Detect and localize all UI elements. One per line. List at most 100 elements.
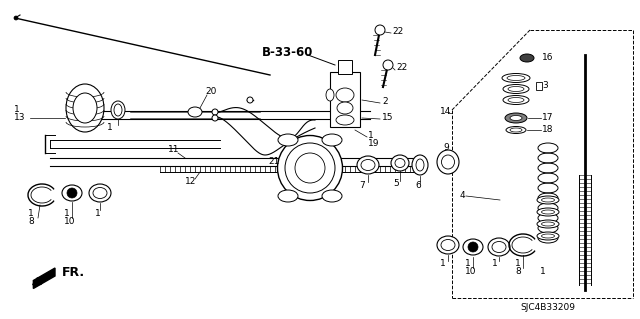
Ellipse shape [322,134,342,146]
Text: 1: 1 [95,209,100,218]
Ellipse shape [502,73,530,83]
Ellipse shape [508,98,524,102]
Ellipse shape [442,155,454,169]
Text: 1: 1 [14,106,20,115]
Text: 20: 20 [205,87,216,97]
Ellipse shape [278,136,342,201]
Ellipse shape [520,54,534,62]
Ellipse shape [541,198,554,202]
Polygon shape [33,268,55,288]
Text: 9: 9 [443,144,449,152]
Ellipse shape [73,93,97,123]
Ellipse shape [391,155,409,171]
Ellipse shape [278,134,298,146]
Text: 21: 21 [268,158,280,167]
Ellipse shape [188,107,202,117]
Text: 1: 1 [465,259,471,269]
Circle shape [14,16,18,20]
Circle shape [212,109,218,115]
Text: 8: 8 [28,217,34,226]
Ellipse shape [326,89,334,101]
Circle shape [212,115,218,121]
Ellipse shape [361,160,375,170]
Ellipse shape [89,184,111,202]
Ellipse shape [537,196,559,204]
Ellipse shape [437,150,459,174]
Text: 5: 5 [393,179,399,188]
Text: 17: 17 [542,114,554,122]
Ellipse shape [62,185,82,201]
Ellipse shape [463,239,483,255]
Text: SJC4B33209: SJC4B33209 [520,303,575,313]
Ellipse shape [337,102,353,114]
Text: 1: 1 [107,123,113,132]
Ellipse shape [541,234,554,238]
Text: 1: 1 [540,268,546,277]
Ellipse shape [510,128,522,132]
Text: 16: 16 [542,54,554,63]
Ellipse shape [503,85,529,93]
Ellipse shape [278,190,298,202]
Ellipse shape [93,188,107,198]
Text: 10: 10 [465,268,477,277]
Ellipse shape [336,88,354,102]
Circle shape [383,60,393,70]
Ellipse shape [295,153,325,183]
Text: 18: 18 [542,125,554,135]
Ellipse shape [412,155,428,175]
Text: 15: 15 [382,114,394,122]
Ellipse shape [285,143,335,193]
Ellipse shape [357,156,379,174]
Text: 10: 10 [64,217,76,226]
Ellipse shape [506,127,526,133]
Ellipse shape [111,101,125,119]
Ellipse shape [114,104,122,116]
Ellipse shape [66,84,104,132]
Ellipse shape [507,76,525,80]
Ellipse shape [492,241,506,253]
Ellipse shape [537,232,559,240]
Text: 11: 11 [168,145,179,154]
Ellipse shape [441,240,455,250]
Text: 12: 12 [185,177,196,187]
Circle shape [468,242,478,252]
Ellipse shape [395,159,405,167]
Ellipse shape [541,210,554,214]
Ellipse shape [336,115,354,125]
Text: 1: 1 [440,259,445,269]
Text: 4: 4 [460,190,466,199]
Bar [338,60,352,74]
Text: 1: 1 [64,209,70,218]
Ellipse shape [508,86,524,92]
Text: 22: 22 [396,63,407,72]
Text: FR.: FR. [62,265,85,278]
Text: 19: 19 [368,138,380,147]
Text: 8: 8 [515,268,521,277]
Ellipse shape [416,159,424,171]
Ellipse shape [322,190,342,202]
Ellipse shape [510,115,522,121]
Text: 22: 22 [392,27,403,36]
Text: 1: 1 [368,130,374,139]
Text: 1: 1 [515,259,521,269]
Ellipse shape [505,113,527,123]
Text: 7: 7 [359,181,365,189]
Text: 1: 1 [492,259,498,269]
Ellipse shape [503,95,529,105]
Ellipse shape [437,236,459,254]
Circle shape [67,188,77,198]
Ellipse shape [541,222,554,226]
Text: 2: 2 [382,98,388,107]
Ellipse shape [537,220,559,228]
Text: 1: 1 [28,209,34,218]
Ellipse shape [537,208,559,216]
Circle shape [375,25,385,35]
Bar [330,72,360,127]
Text: B-33-60: B-33-60 [262,47,314,60]
Bar [536,82,542,90]
Text: 13: 13 [14,114,26,122]
Text: 6: 6 [415,181,421,189]
Text: 14: 14 [440,108,451,116]
Ellipse shape [488,238,510,256]
Text: 3: 3 [542,81,548,91]
